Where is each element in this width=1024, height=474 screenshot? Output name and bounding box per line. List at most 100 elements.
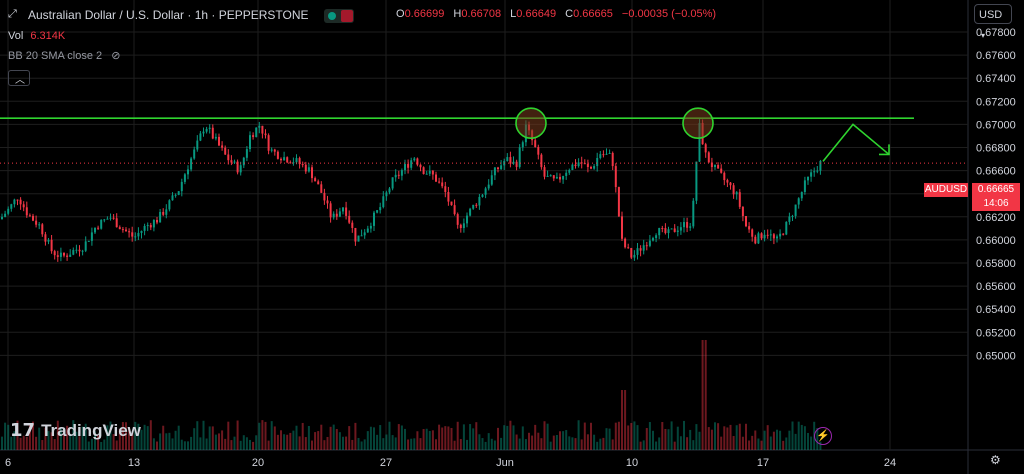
volume-bar [149,420,152,450]
candle-body [444,186,447,192]
currency-select[interactable]: USD ▾ [974,4,1012,40]
candle-body [559,176,561,180]
candle-body [611,152,614,167]
candle-body [391,177,394,189]
volume-bar [509,420,512,450]
candle-body [230,160,233,163]
candle-body [369,225,372,229]
change-value: −0.00035 (−0.05%) [621,8,717,20]
volume-bar [174,430,177,450]
volume-bar [202,420,205,450]
candle-body [404,164,406,171]
candle-body [245,149,248,158]
volume-bar [738,423,741,450]
expand-icon[interactable]: ⤢ [8,8,17,20]
candle-body [593,166,596,169]
candle-body [224,147,227,155]
candle-body [289,162,292,164]
volume-bar [121,422,124,450]
volume-bar [47,431,50,450]
volume-bar [419,438,422,450]
candle-body [760,233,763,239]
status-dots [323,8,354,23]
indicator-legend[interactable]: BB 20 SMA close 2 ⊘ [8,49,120,62]
volume-bar [710,429,713,450]
candle-body [605,153,608,155]
candle-body [156,220,158,223]
volume-bar [617,421,620,450]
candle-body [190,158,193,170]
volume-legend[interactable]: Vol 6.314K [8,30,65,42]
eye-off-icon[interactable]: ⊘ [111,50,121,62]
y-tick-label: 0.67400 [976,73,1016,85]
candle-body [456,214,459,225]
candle-body [738,192,741,207]
volume-bar [782,440,785,450]
time-axis[interactable]: 6 13 20 27 Jun 10 17 24 [5,457,896,469]
volume-bar [707,427,710,450]
volume-bar [1,436,3,450]
candle-body [797,198,800,205]
candle-body [342,207,344,212]
volume-bar [788,430,791,450]
candle-body [658,228,661,236]
candle-body [800,191,803,199]
candle-body [497,167,499,170]
volume-bar [221,430,224,450]
candle-body [534,140,537,148]
y-tick-label: 0.66000 [976,235,1016,247]
candle-body [373,212,375,226]
volume-bar [354,422,357,450]
tradingview-logo[interactable]: 𝟭𝟳 TradingView [10,420,141,441]
volume-bar [146,426,149,450]
volume-bar [342,436,344,450]
candle-body [292,162,295,164]
volume-bar [772,431,775,450]
volume-bar [112,434,115,450]
collapse-legend-button[interactable]: ︿ [8,70,30,86]
candle-body [59,252,62,257]
candle-body [769,234,772,236]
volume-bar [177,425,180,450]
candle-body [360,235,363,237]
volume-bar [373,427,375,450]
volume-bar [19,437,22,450]
candle-body [379,207,382,211]
volume-bar [72,420,75,450]
ohlc-legend: O0.66699 H0.66708 L0.66649 C0.66665 −0.0… [396,8,722,20]
candle-body [357,235,360,242]
volume-bar [134,421,137,450]
candle-body [165,209,168,215]
volume-bar [205,438,208,450]
y-tick-label: 0.67200 [976,96,1016,108]
volume-bar [236,420,239,450]
volume-bar [450,427,453,450]
candle-body [295,158,298,163]
candle-body [323,192,326,201]
volume-bar [292,430,295,450]
candle-body [131,232,134,237]
volume-bar [38,427,41,450]
candle-body [125,229,127,232]
volume-bar [428,430,431,450]
candle-body [214,136,217,139]
volume-bar [366,431,369,450]
volume-bar [791,421,794,450]
candle-body [810,172,813,177]
volume-bar [115,440,118,450]
candle-body [22,204,25,208]
symbol-title[interactable]: Australian Dollar / U.S. Dollar · 1h · P… [28,8,309,22]
candle-body [633,254,636,258]
price-axis[interactable]: 0.67800 0.67600 0.67400 0.67200 0.67000 0.668… [976,27,1016,362]
bolt-icon[interactable]: ⚡ [814,427,832,445]
candle-body [608,152,611,154]
candle-body [543,167,546,177]
candle-body [382,196,385,208]
candle-body [807,176,809,181]
gear-icon[interactable]: ⚙ [990,453,1001,467]
volume-bar [224,438,227,450]
candle-body [435,174,437,182]
volume-bar [506,425,509,450]
